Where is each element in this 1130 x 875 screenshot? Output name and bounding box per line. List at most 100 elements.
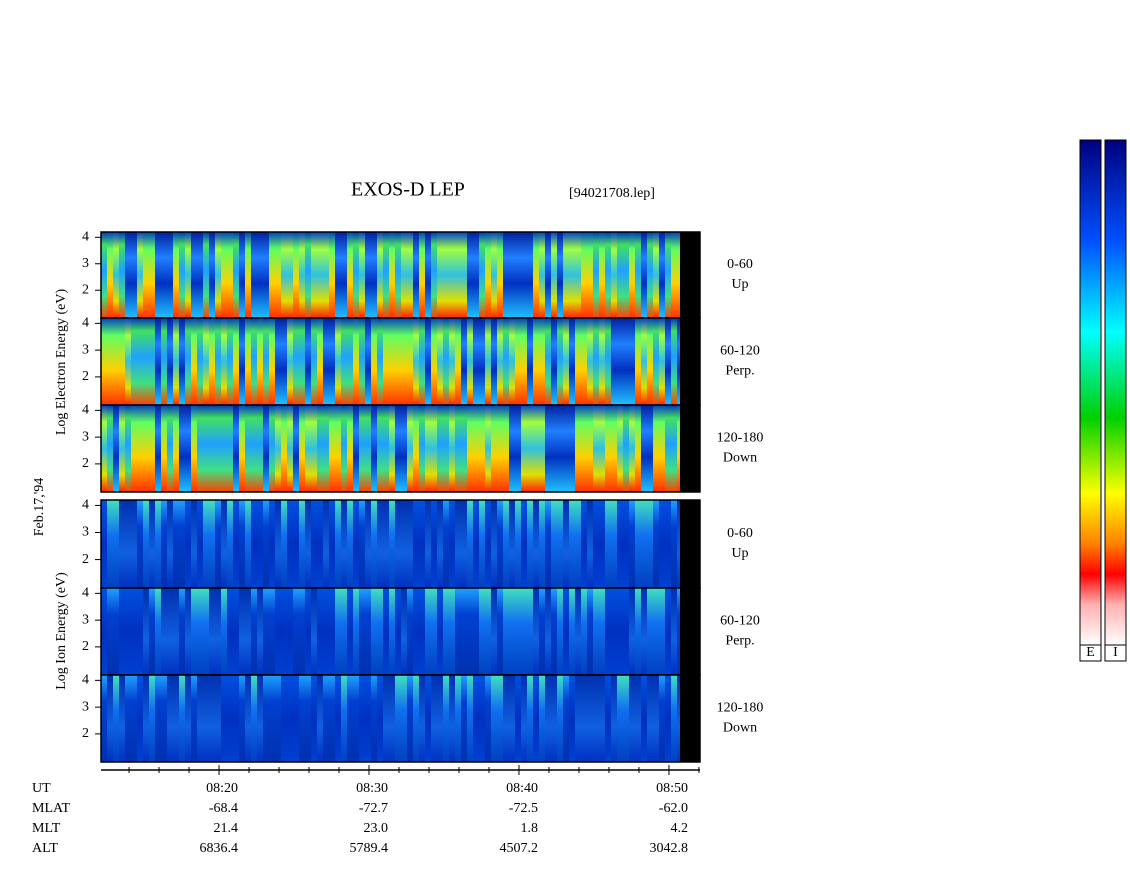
spectrogram-cell bbox=[119, 675, 125, 762]
spectrogram-cell bbox=[647, 675, 653, 762]
spectrogram-cell bbox=[455, 232, 461, 318]
spectrogram-cell bbox=[299, 588, 305, 675]
spectrogram-cell bbox=[533, 405, 539, 492]
spectrogram-cell bbox=[125, 675, 131, 762]
spectrogram-cell bbox=[161, 500, 167, 588]
spectrogram-cell bbox=[395, 318, 401, 405]
row-value: 3042.8 bbox=[649, 841, 688, 856]
spectrogram-cell bbox=[431, 318, 437, 405]
spectrogram-cell bbox=[515, 500, 521, 588]
spectrogram-cell bbox=[203, 318, 209, 405]
spectrogram-cell bbox=[323, 232, 329, 318]
spectrogram-cell bbox=[437, 588, 443, 675]
spectrogram-cell bbox=[107, 232, 113, 318]
spectrogram-cell bbox=[245, 675, 251, 762]
spectrogram-cell bbox=[341, 675, 347, 762]
spectrogram-cell bbox=[239, 500, 245, 588]
spectrogram-cell bbox=[263, 588, 269, 675]
spectrogram-cell bbox=[641, 232, 647, 318]
spectrogram-cell bbox=[431, 500, 437, 588]
spectrogram-cell bbox=[533, 500, 539, 588]
spectrogram-cell bbox=[221, 232, 227, 318]
spectrogram-cell bbox=[407, 675, 413, 762]
spectrogram-cell bbox=[551, 500, 557, 588]
spectrogram-cell bbox=[317, 318, 323, 405]
spectrogram-cell bbox=[233, 405, 239, 492]
spectrogram-cell bbox=[269, 405, 275, 492]
spectrogram-cell bbox=[275, 232, 281, 318]
spectrogram-cell bbox=[509, 588, 515, 675]
spectrogram-cell bbox=[575, 675, 581, 762]
spectrogram-cell bbox=[335, 675, 341, 762]
spectrogram-cell bbox=[563, 318, 569, 405]
spectrogram-cell bbox=[203, 500, 209, 588]
spectrogram-cell bbox=[293, 405, 299, 492]
spectrogram-cell bbox=[557, 500, 563, 588]
spectrogram-cell bbox=[635, 232, 641, 318]
spectrogram-cell bbox=[401, 500, 407, 588]
spectrogram-cell bbox=[335, 318, 341, 405]
spectrogram-cell bbox=[353, 318, 359, 405]
spectrogram-cell bbox=[389, 500, 395, 588]
spectrogram-cell bbox=[599, 500, 605, 588]
x-axis-label: UT bbox=[32, 781, 51, 796]
spectrogram-cell bbox=[305, 500, 311, 588]
spectrogram-cell bbox=[605, 318, 611, 405]
spectrogram-cell bbox=[263, 500, 269, 588]
spectrogram-cell bbox=[545, 500, 551, 588]
spectrogram-cell bbox=[581, 318, 587, 405]
spectrogram-cell bbox=[227, 675, 233, 762]
spectrogram-cell bbox=[521, 588, 527, 675]
spectrogram-cell bbox=[413, 500, 419, 588]
spectrogram-cell bbox=[113, 318, 119, 405]
spectrogram-cell bbox=[323, 405, 329, 492]
spectrogram-cell bbox=[143, 405, 149, 492]
spectrogram-cell bbox=[545, 588, 551, 675]
spectrogram-cell bbox=[107, 500, 113, 588]
spectrogram-cell bbox=[593, 318, 599, 405]
spectrogram-cell bbox=[593, 588, 599, 675]
file-name: [94021708.lep] bbox=[569, 186, 655, 201]
spectrogram-cell bbox=[623, 405, 629, 492]
spectrogram-cell bbox=[323, 588, 329, 675]
spectrogram-cell bbox=[557, 405, 563, 492]
spectrogram-cell bbox=[239, 675, 245, 762]
spectrogram-cell bbox=[269, 500, 275, 588]
spectrogram-cell bbox=[527, 675, 533, 762]
spectrogram-cell bbox=[101, 405, 107, 492]
x-tick-label: 08:40 bbox=[506, 781, 538, 796]
spectrogram-cell bbox=[437, 675, 443, 762]
spectrogram-cell bbox=[389, 232, 395, 318]
y-tick-label: 4 bbox=[82, 586, 89, 601]
spectrogram-cell bbox=[119, 500, 125, 588]
spectrogram-cell bbox=[191, 500, 197, 588]
spectrogram-cell bbox=[161, 232, 167, 318]
spectrogram-cell bbox=[587, 675, 593, 762]
spectrogram-cell bbox=[593, 405, 599, 492]
spectrogram-cell bbox=[263, 232, 269, 318]
spectrogram-cell bbox=[569, 405, 575, 492]
spectrogram-cell bbox=[377, 500, 383, 588]
spectrogram-cell bbox=[197, 318, 203, 405]
spectrogram-cell bbox=[227, 405, 233, 492]
spectrogram-cell bbox=[557, 675, 563, 762]
spectrogram-cell bbox=[161, 405, 167, 492]
spectrogram-cell bbox=[221, 588, 227, 675]
spectrogram-cell bbox=[407, 500, 413, 588]
y-tick-label: 4 bbox=[82, 498, 89, 513]
color-bar-label: I bbox=[1113, 645, 1118, 660]
spectrogram-cell bbox=[203, 675, 209, 762]
spectrogram-cell bbox=[335, 500, 341, 588]
spectrogram-cell bbox=[149, 588, 155, 675]
spectrogram-cell bbox=[671, 405, 677, 492]
spectrogram-cell bbox=[563, 405, 569, 492]
spectrogram-cell bbox=[401, 405, 407, 492]
spectrogram-cell bbox=[179, 675, 185, 762]
spectrogram-cell bbox=[389, 318, 395, 405]
spectrogram-cell bbox=[467, 232, 473, 318]
spectrogram-cell bbox=[443, 500, 449, 588]
spectrogram-cell bbox=[617, 232, 623, 318]
spectrogram-cell bbox=[533, 318, 539, 405]
spectrogram-cell bbox=[371, 232, 377, 318]
